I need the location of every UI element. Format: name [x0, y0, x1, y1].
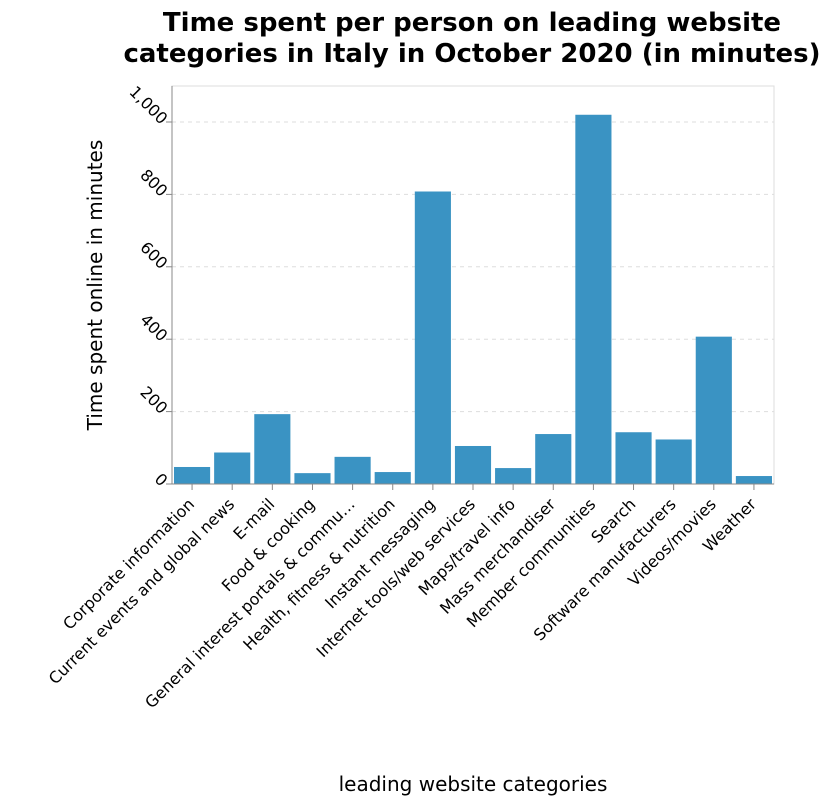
bars [174, 114, 772, 484]
bar-12 [655, 439, 692, 484]
y-axis-title: Time spent online in minutes [83, 140, 107, 432]
y-tick-label-600: 600 [136, 238, 171, 273]
y-tick-label-0: 0 [151, 469, 172, 490]
bar-4 [334, 456, 371, 484]
x-tick-label-1: Current events and global news [45, 495, 239, 689]
bar-6 [414, 191, 451, 484]
bar-2 [254, 414, 291, 484]
y-tick-label-800: 800 [136, 165, 171, 200]
bar-8 [495, 468, 532, 484]
chart-title-line-2: categories in Italy in October 2020 (in … [123, 39, 820, 69]
y-axis: 0 200 400 600 800 1,000 [126, 82, 173, 490]
gridlines [172, 121, 774, 413]
chart-title-line-1: Time spent per person on leading website [163, 8, 781, 38]
bar-9 [535, 434, 572, 484]
bar-11 [615, 432, 652, 484]
bar-0 [174, 466, 211, 484]
y-tick-label-1000: 1,000 [126, 82, 172, 128]
bar-14 [735, 476, 772, 484]
chart-title: Time spent per person on leading website… [123, 8, 820, 69]
bar-13 [695, 336, 732, 484]
bar-5 [374, 472, 411, 484]
y-tick-label-400: 400 [136, 310, 171, 345]
bar-1 [214, 452, 251, 484]
bar-10 [575, 114, 612, 484]
bar-3 [294, 473, 331, 484]
bar-7 [454, 445, 492, 484]
y-tick-label-200: 200 [136, 383, 171, 418]
x-axis-title: leading website categories [339, 772, 608, 796]
